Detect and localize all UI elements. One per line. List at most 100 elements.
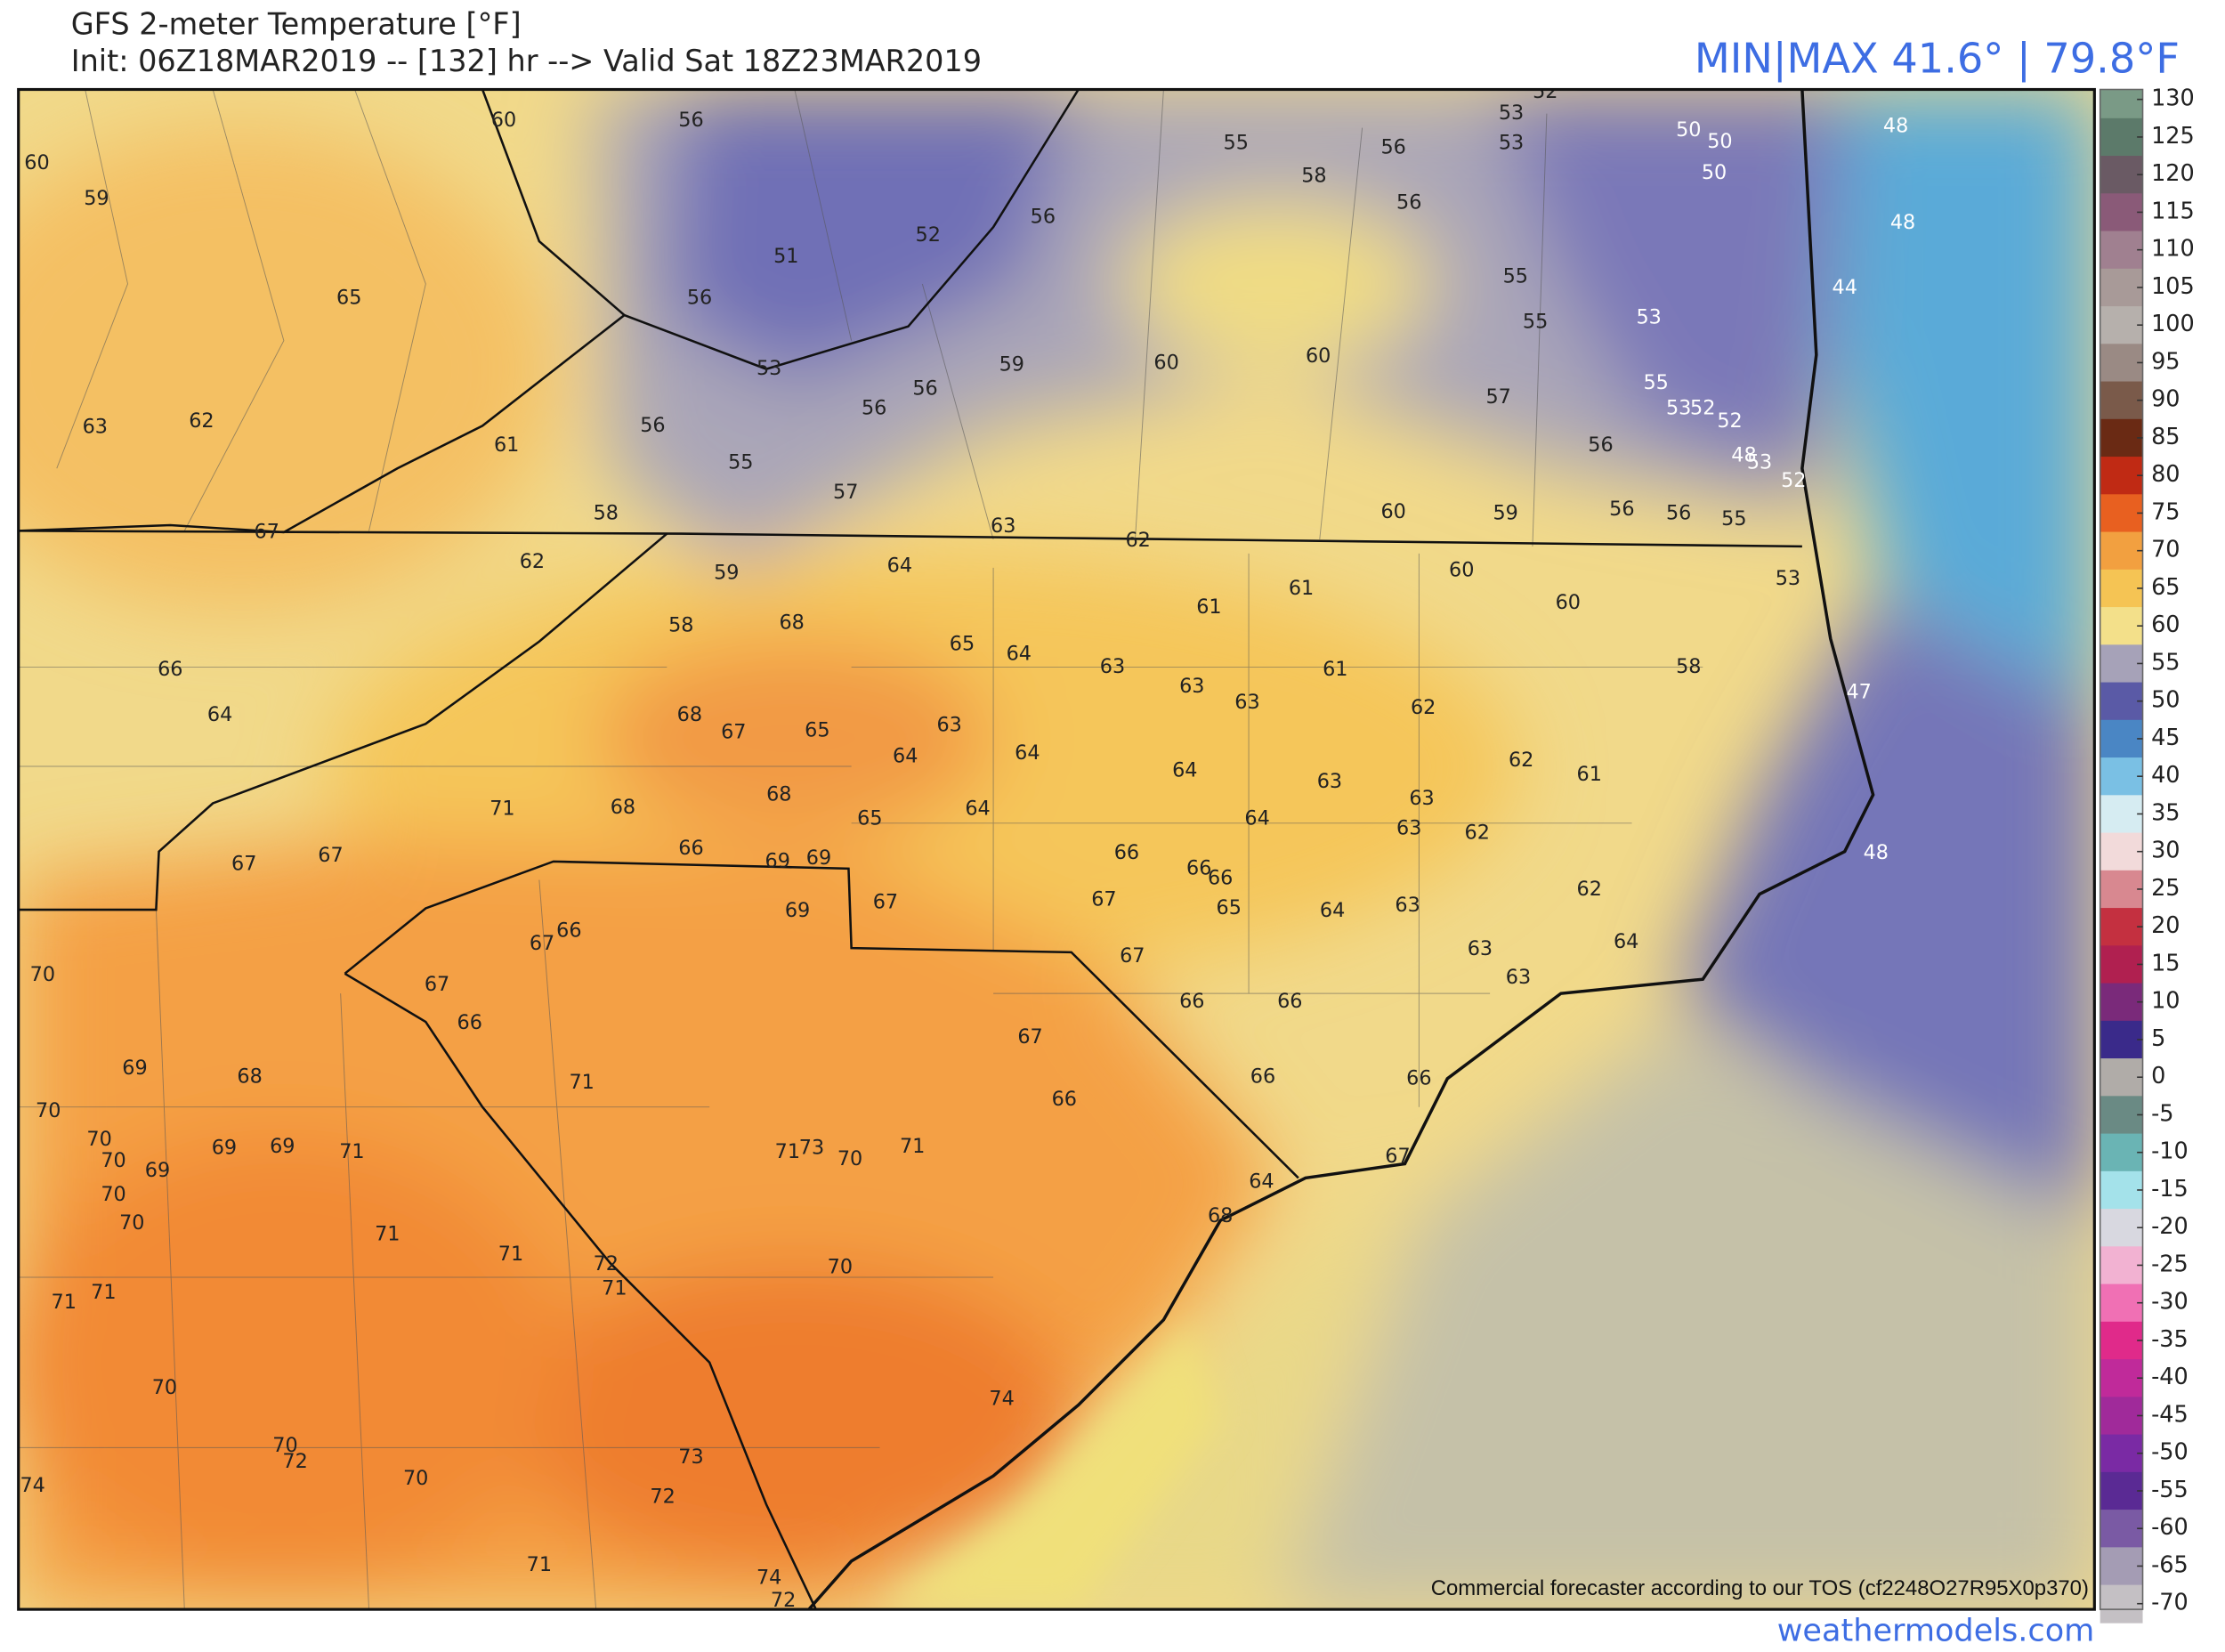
colorbar-label: -40 xyxy=(2151,1364,2189,1390)
colorbar-label: 60 xyxy=(2151,611,2180,638)
colorbar-swatch xyxy=(2100,231,2143,270)
temperature-label: 71 xyxy=(775,1140,800,1163)
colorbar-swatch xyxy=(2100,1434,2143,1473)
temperature-label: 60 xyxy=(1556,591,1581,614)
temperature-label: 58 xyxy=(594,502,619,525)
temperature-label: 44 xyxy=(1833,276,1857,299)
temperature-label: 70 xyxy=(152,1376,177,1399)
colorbar-swatch xyxy=(2100,1321,2143,1360)
temperature-label: 65 xyxy=(336,286,361,309)
temperature-label: 67 xyxy=(1385,1145,1410,1168)
colorbar-label: -50 xyxy=(2151,1439,2189,1466)
temperature-label: 71 xyxy=(339,1140,364,1163)
colorbar-swatch xyxy=(2100,193,2143,232)
subtitle: Init: 06Z18MAR2019 -- [132] hr --> Valid… xyxy=(71,44,982,78)
temperature-label: 59 xyxy=(1493,502,1517,525)
temperature-label: 55 xyxy=(728,450,753,474)
temperature-label: 50 xyxy=(1707,130,1732,153)
colorbar-swatch xyxy=(2100,908,2143,947)
colorbar-label: -35 xyxy=(2151,1326,2189,1353)
temperature-label: 52 xyxy=(916,223,941,247)
colorbar-swatch xyxy=(2100,457,2143,496)
colorbar-swatch xyxy=(2100,870,2143,909)
temperature-label: 66 xyxy=(1186,856,1211,879)
colorbar-label: 70 xyxy=(2151,537,2180,563)
temperature-label: 57 xyxy=(833,481,858,504)
temperature-label: 63 xyxy=(1506,966,1531,989)
colorbar-swatch xyxy=(2100,1584,2143,1624)
county-lines xyxy=(18,89,1703,1610)
temperature-label: 48 xyxy=(1883,114,1908,137)
colorbar-label: 20 xyxy=(2151,912,2180,939)
colorbar-swatch xyxy=(2100,1547,2143,1586)
colorbar-swatch xyxy=(2100,381,2143,420)
temperature-label: 59 xyxy=(714,562,739,585)
colorbar-label: -70 xyxy=(2151,1590,2189,1616)
temperature-label: 66 xyxy=(678,837,703,860)
temperature-label: 71 xyxy=(375,1223,400,1246)
temperature-label: 65 xyxy=(805,719,829,742)
temperature-label: 65 xyxy=(1217,896,1242,919)
temperature-label: 57 xyxy=(1485,385,1510,409)
temperature-label: 67 xyxy=(255,520,279,543)
min-max: MIN|MAX 41.6° | 79.8°F xyxy=(1695,34,2180,83)
colorbar-swatch xyxy=(2100,1471,2143,1510)
temperature-label: 62 xyxy=(1509,749,1533,772)
colorbar-label: 80 xyxy=(2151,461,2180,488)
temperature-label: 56 xyxy=(1588,433,1613,457)
temperature-label: 69 xyxy=(765,849,790,872)
colorbar-swatch xyxy=(2100,1058,2143,1097)
temperature-label: 64 xyxy=(1614,930,1638,953)
temperature-label: 73 xyxy=(799,1136,824,1159)
colorbar-label: 10 xyxy=(2151,988,2180,1015)
colorbar-frame xyxy=(2099,88,2144,1610)
colorbar-swatch xyxy=(2100,1246,2143,1285)
temperature-label: 67 xyxy=(1120,944,1145,968)
temperature-label: 64 xyxy=(1249,1170,1274,1194)
temperature-label: 68 xyxy=(779,611,804,635)
temperature-label: 68 xyxy=(611,796,635,819)
temperature-label: 58 xyxy=(1676,655,1701,678)
temperature-label: 72 xyxy=(771,1589,796,1612)
colorbar-label: -20 xyxy=(2151,1213,2189,1240)
colorbar-label: 25 xyxy=(2151,875,2180,902)
colorbar-swatch xyxy=(2100,418,2143,458)
temperature-label: 71 xyxy=(569,1071,594,1094)
temperature-label: 71 xyxy=(602,1276,627,1300)
map-frame xyxy=(17,87,2096,1611)
temperature-label: 48 xyxy=(1731,443,1756,466)
temperature-label: 53 xyxy=(1636,306,1661,329)
temperature-label: 56 xyxy=(687,286,712,309)
temperature-label: 56 xyxy=(1396,191,1421,215)
temperature-label: 73 xyxy=(678,1446,703,1469)
colorbar-label: 105 xyxy=(2151,273,2195,300)
temperature-label: 53 xyxy=(1499,132,1524,155)
temperature-label: 61 xyxy=(494,433,519,457)
temperature-label: 63 xyxy=(1468,937,1493,960)
colorbar-label: -65 xyxy=(2151,1551,2189,1578)
state-borders xyxy=(18,89,1802,1610)
colorbar-swatch xyxy=(2100,494,2143,533)
temperature-label: 55 xyxy=(1503,264,1528,287)
temperature-label: 63 xyxy=(1179,675,1204,698)
temperature-label: 70 xyxy=(403,1467,428,1490)
temperature-label: 58 xyxy=(1301,164,1326,187)
colorbar-label: 15 xyxy=(2151,950,2180,976)
temperature-label: 60 xyxy=(1306,344,1331,368)
colorbar-label: 5 xyxy=(2151,1025,2165,1052)
site-link[interactable]: weathermodels.com xyxy=(1777,1613,2095,1649)
colorbar-swatch xyxy=(2100,1170,2143,1210)
colorbar-swatch xyxy=(2100,268,2143,307)
temperature-label: 50 xyxy=(1702,161,1727,184)
colorbar-label: 40 xyxy=(2151,762,2180,789)
temperature-label: 67 xyxy=(873,891,898,914)
coastline xyxy=(807,89,1875,1610)
colorbar-swatch xyxy=(2100,1397,2143,1436)
temperature-label: 60 xyxy=(24,151,49,174)
temperature-label: 63 xyxy=(1234,691,1259,714)
colorbar-swatch xyxy=(2100,983,2143,1022)
temperature-label: 69 xyxy=(122,1057,147,1080)
colorbar-label: 0 xyxy=(2151,1063,2165,1089)
